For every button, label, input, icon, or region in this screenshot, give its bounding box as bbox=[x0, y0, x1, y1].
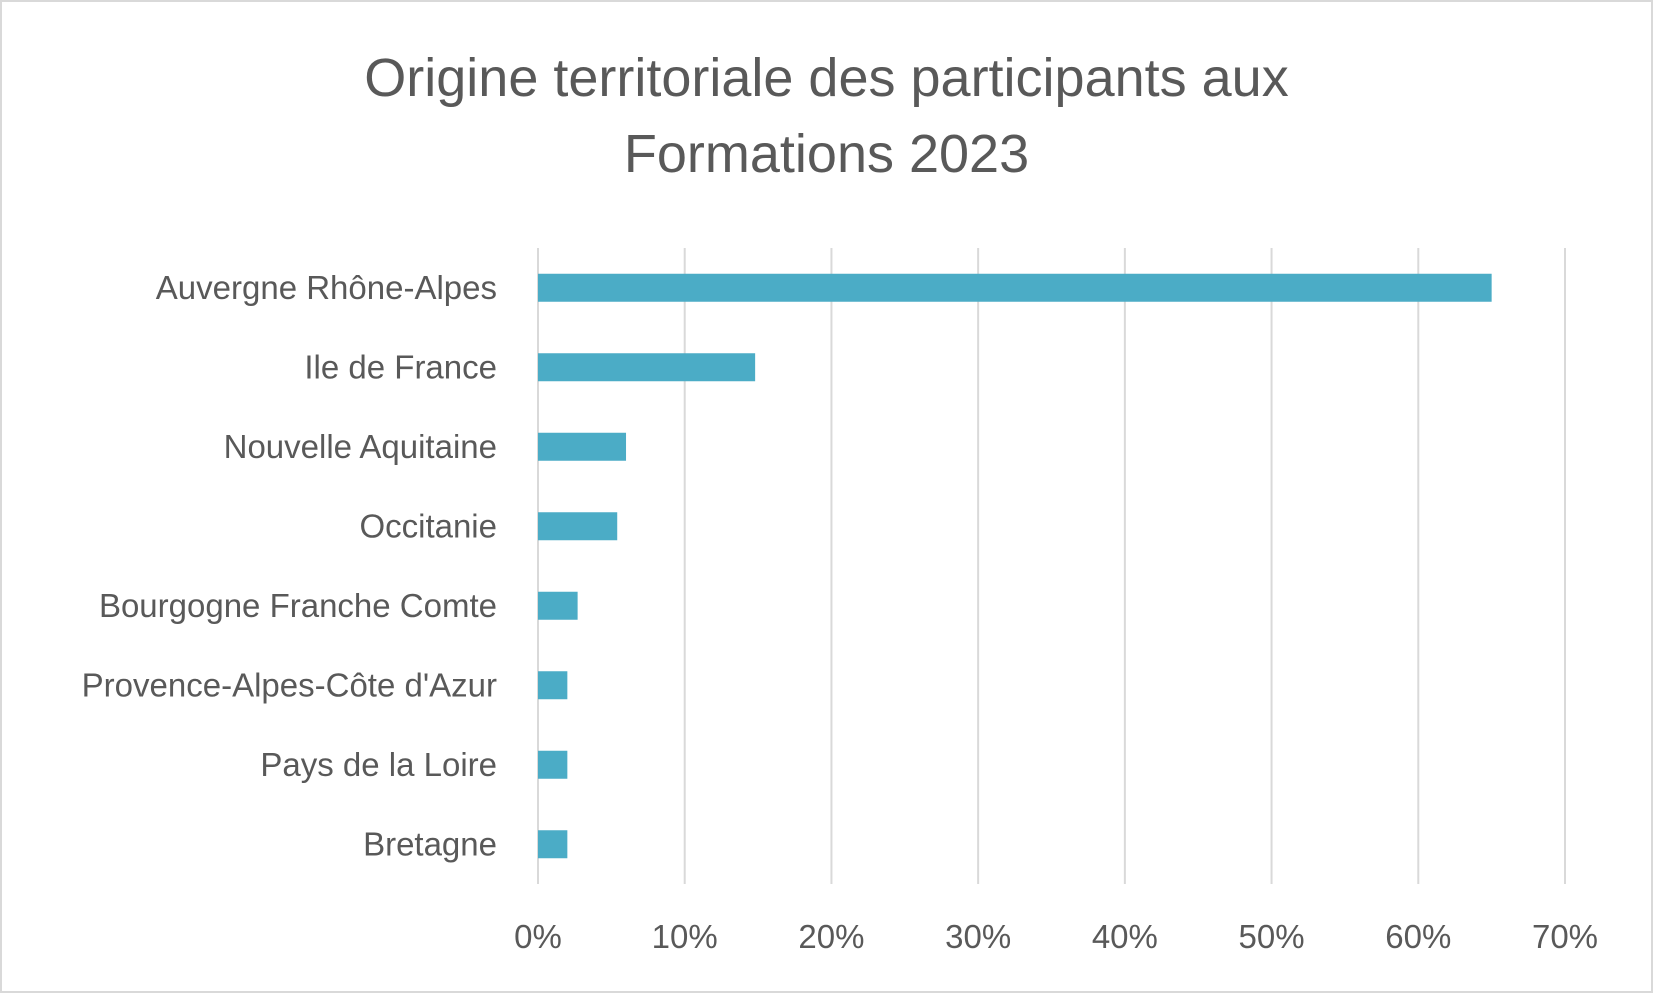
chart-title: Origine territoriale des participants au… bbox=[0, 40, 1653, 192]
x-tick-label: 0% bbox=[514, 918, 562, 955]
bar-auvergne-rh-ne-alpes bbox=[538, 273, 1492, 302]
x-tick-label: 40% bbox=[1092, 918, 1158, 955]
x-tick-label: 70% bbox=[1532, 918, 1598, 955]
x-tick-label: 60% bbox=[1385, 918, 1451, 955]
x-tick-label: 30% bbox=[945, 918, 1011, 955]
category-label: Pays de la Loire bbox=[260, 746, 497, 783]
category-label: Nouvelle Aquitaine bbox=[224, 428, 497, 465]
category-label: Occitanie bbox=[359, 507, 497, 544]
category-label: Auvergne Rhône-Alpes bbox=[156, 269, 497, 306]
bar-bretagne bbox=[538, 830, 568, 859]
category-label: Provence-Alpes-Côte d'Azur bbox=[82, 666, 497, 703]
x-tick-label: 50% bbox=[1239, 918, 1305, 955]
chart-title-line-2: Formations 2023 bbox=[623, 124, 1030, 184]
bar-nouvelle-aquitaine bbox=[538, 432, 627, 461]
bar-ile-de-france bbox=[538, 353, 756, 382]
bar-provence-alpes-c-te-d-azur bbox=[538, 671, 568, 700]
bar-pays-de-la-loire bbox=[538, 750, 568, 779]
bar-occitanie bbox=[538, 512, 618, 541]
x-tick-label: 20% bbox=[798, 918, 864, 955]
category-label: Bretagne bbox=[363, 825, 497, 862]
x-tick-label: 10% bbox=[652, 918, 718, 955]
bar-bourgogne-franche-comte bbox=[538, 591, 578, 620]
category-label: Bourgogne Franche Comte bbox=[99, 587, 497, 624]
chart-title-line-1: Origine territoriale des participants au… bbox=[364, 48, 1289, 108]
category-label: Ile de France bbox=[304, 348, 497, 385]
